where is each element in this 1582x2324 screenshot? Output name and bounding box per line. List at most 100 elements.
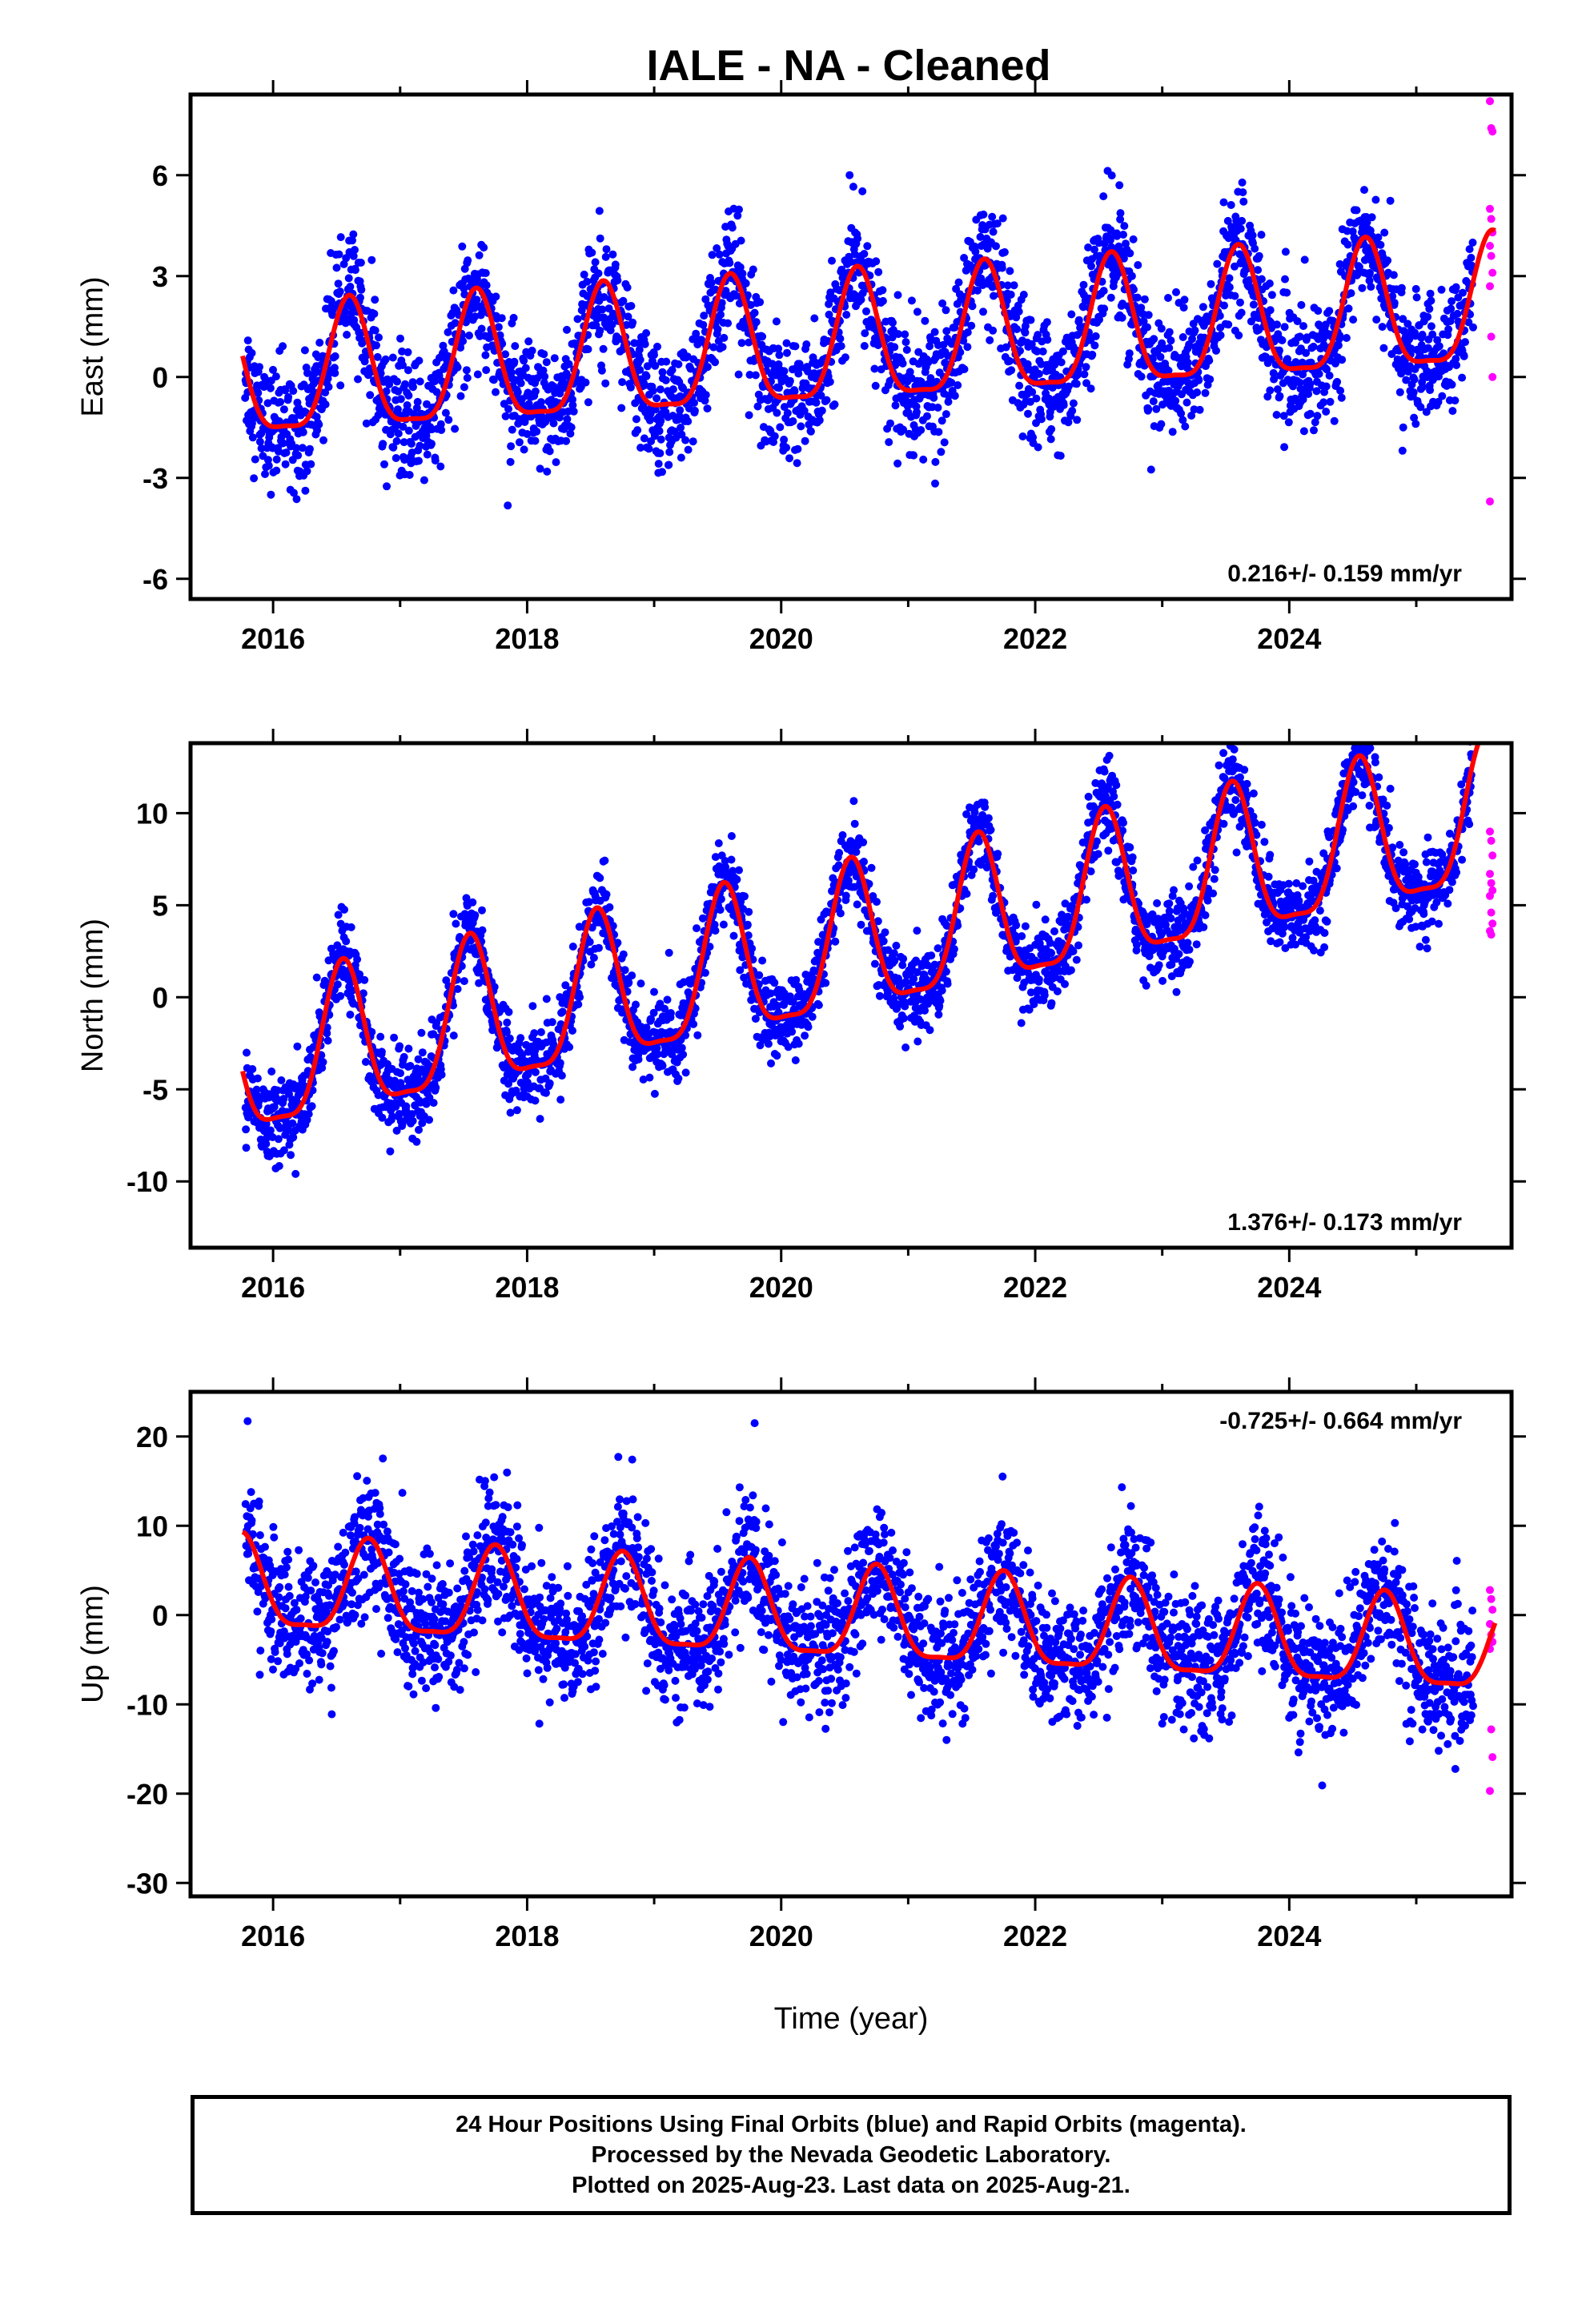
final-orbit-point — [315, 338, 324, 347]
final-orbit-point — [913, 308, 921, 316]
final-orbit-point — [1360, 186, 1368, 195]
final-orbit-point — [862, 307, 870, 316]
final-orbit-point — [1019, 291, 1028, 299]
final-orbit-point — [416, 377, 424, 386]
final-orbit-point — [640, 434, 648, 443]
final-orbit-point — [542, 995, 551, 1003]
final-orbit-point — [1283, 288, 1291, 297]
final-orbit-point — [703, 404, 712, 413]
final-orbit-point — [497, 314, 506, 323]
final-orbit-point — [1014, 308, 1023, 316]
final-orbit-point — [1275, 346, 1283, 355]
final-orbit-point — [896, 1022, 905, 1031]
final-orbit-point — [869, 892, 877, 900]
final-orbit-point — [642, 1023, 651, 1032]
final-orbit-point — [892, 941, 901, 950]
final-orbit-point — [1150, 335, 1158, 344]
final-orbit-point — [714, 839, 723, 847]
final-orbit-point — [353, 955, 362, 963]
final-orbit-point — [515, 438, 524, 447]
final-orbit-point — [921, 1006, 929, 1015]
final-orbit-point — [1013, 325, 1022, 333]
final-orbit-point — [556, 1096, 565, 1104]
final-orbit-point — [874, 267, 883, 276]
final-orbit-point — [632, 1000, 640, 1009]
final-orbit-point — [1378, 323, 1387, 332]
final-orbit-point — [979, 308, 987, 316]
final-orbit-point — [361, 1058, 370, 1066]
final-orbit-point — [557, 1072, 566, 1080]
final-orbit-point — [453, 363, 462, 372]
final-orbit-point — [355, 970, 364, 979]
final-orbit-point — [1213, 259, 1222, 268]
final-orbit-point — [540, 372, 549, 381]
final-orbit-point — [542, 1088, 550, 1097]
final-orbit-point — [669, 385, 677, 394]
final-orbit-point — [845, 171, 854, 179]
final-orbit-point — [252, 1085, 261, 1094]
final-orbit-point — [1227, 201, 1235, 209]
final-orbit-point — [468, 898, 477, 907]
final-orbit-point — [834, 861, 843, 870]
final-orbit-point — [1107, 171, 1116, 180]
final-orbit-point — [504, 1007, 513, 1016]
final-orbit-point — [449, 1031, 458, 1040]
final-orbit-point — [1133, 293, 1142, 302]
final-orbit-point — [942, 922, 951, 930]
final-orbit-point — [250, 474, 259, 483]
x-tick-label: 2018 — [495, 622, 559, 655]
final-orbit-point — [651, 405, 660, 414]
final-orbit-point — [481, 269, 490, 277]
final-orbit-point — [937, 448, 946, 456]
final-orbit-point — [1014, 301, 1022, 310]
final-orbit-point — [356, 259, 365, 267]
final-orbit-point — [504, 404, 512, 413]
final-orbit-point — [923, 412, 931, 420]
final-orbit-point — [894, 330, 902, 339]
final-orbit-point — [770, 432, 779, 440]
final-orbit-point — [884, 946, 893, 955]
final-orbit-point — [1267, 355, 1275, 364]
final-orbit-point — [1178, 333, 1187, 341]
final-orbit-point — [1144, 405, 1153, 414]
final-orbit-point — [584, 898, 593, 907]
final-orbit-point — [1134, 261, 1142, 269]
final-orbit-point — [889, 949, 898, 958]
final-orbit-point — [400, 438, 408, 447]
final-orbit-point — [1084, 243, 1093, 251]
final-orbit-point — [565, 1043, 574, 1051]
final-orbit-point — [725, 259, 734, 267]
final-orbit-point — [393, 405, 402, 414]
y-tick-label: -6 — [143, 563, 168, 596]
final-orbit-point — [898, 359, 907, 368]
final-orbit-point — [1026, 316, 1035, 324]
final-orbit-point — [1231, 262, 1239, 271]
final-orbit-point — [1367, 283, 1375, 292]
final-orbit-point — [456, 392, 465, 400]
final-orbit-point — [303, 467, 311, 476]
final-orbit-point — [1465, 245, 1474, 254]
final-orbit-point — [905, 368, 914, 376]
final-orbit-point — [1280, 443, 1289, 452]
final-orbit-point — [907, 296, 916, 305]
final-orbit-point — [1469, 323, 1477, 332]
final-orbit-point — [542, 358, 551, 367]
final-orbit-point — [465, 332, 473, 340]
final-orbit-point — [1164, 294, 1172, 302]
final-orbit-point — [1183, 358, 1192, 367]
final-orbit-point — [1299, 427, 1308, 436]
final-orbit-point — [1037, 415, 1046, 424]
final-orbit-point — [1026, 397, 1034, 406]
rapid-orbit-point — [1486, 97, 1494, 106]
final-orbit-point — [1310, 426, 1318, 435]
final-orbit-point — [916, 995, 925, 1003]
final-orbit-point — [600, 293, 608, 301]
final-orbit-point — [653, 1050, 662, 1059]
final-orbit-point — [549, 1039, 558, 1048]
final-orbit-point — [1427, 322, 1435, 331]
final-orbit-point — [893, 291, 902, 300]
final-orbit-point — [665, 460, 673, 469]
final-orbit-point — [860, 342, 869, 350]
final-orbit-point — [758, 332, 767, 341]
final-orbit-point — [453, 985, 462, 993]
